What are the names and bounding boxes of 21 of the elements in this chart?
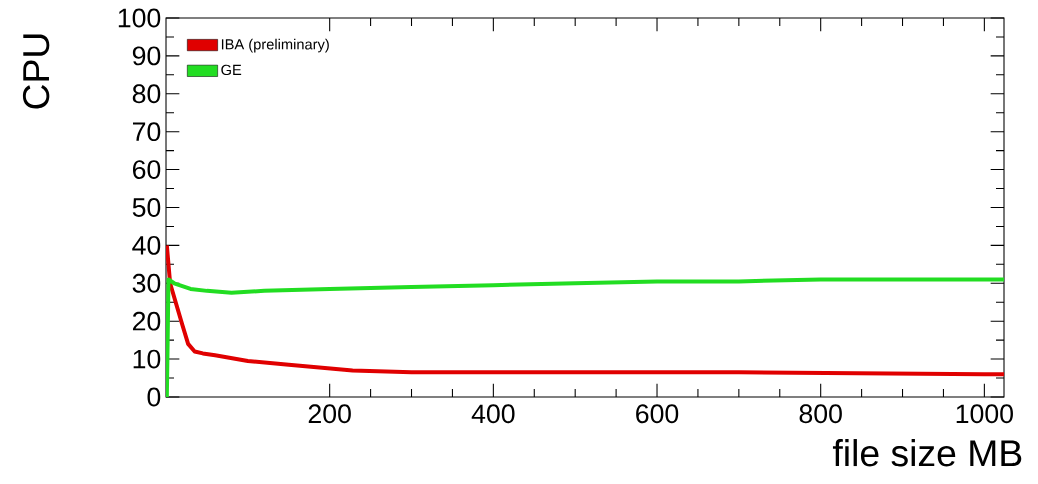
y-tick-label: 60 [133,160,161,180]
x-tick-label: 600 [636,404,679,424]
line-series [166,277,1004,397]
x-axis-title: file size MB [832,439,1022,467]
x-tick-label: 400 [471,404,515,424]
y-axis-title: CPU [22,34,50,109]
x-tick-label: 200 [308,404,351,424]
y-tick-label: 90 [132,46,161,66]
y-tick-label: 20 [132,311,161,331]
y-tick-label: 30 [132,273,161,293]
legend-label: GE [221,64,242,76]
y-tick-label: 70 [133,122,161,142]
x-tick-label: 800 [799,404,842,424]
legend-label: IBA (preliminary) [221,38,329,53]
y-tick-label: 100 [118,8,161,28]
x-tick-label: 1000 [956,404,1013,424]
y-tick-label: 0 [147,387,161,407]
y-tick-label: 10 [133,349,161,369]
y-tick-label: 80 [132,84,161,104]
y-tick-label: 40 [132,235,161,255]
y-tick-label: 50 [132,198,161,217]
